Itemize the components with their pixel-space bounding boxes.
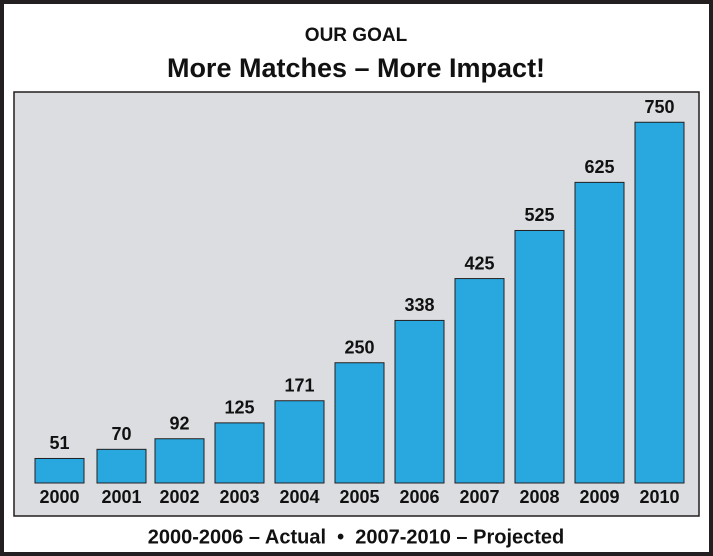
chart-subtitle: More Matches – More Impact! <box>167 53 545 83</box>
value-label: 750 <box>644 97 674 117</box>
bar <box>214 422 265 484</box>
bar <box>274 400 325 484</box>
chart-title: OUR GOAL <box>305 25 408 46</box>
x-tick-label: 2004 <box>279 487 319 507</box>
bar <box>574 181 625 484</box>
bar <box>96 448 147 484</box>
x-tick-label: 2006 <box>399 487 439 507</box>
bar <box>334 362 385 484</box>
value-label: 425 <box>464 253 494 273</box>
value-label: 171 <box>284 375 314 395</box>
caption: 2000-2006 – Actual • 2007-2010 – Project… <box>148 526 565 548</box>
value-label: 92 <box>169 413 189 433</box>
x-tick-label: 2003 <box>219 487 259 507</box>
bar <box>394 319 445 484</box>
value-label: 51 <box>49 433 69 453</box>
x-tick-label: 2008 <box>519 487 559 507</box>
value-label: 250 <box>344 338 374 358</box>
bar <box>34 457 85 484</box>
value-label: 338 <box>404 295 434 315</box>
x-tick-label: 2000 <box>39 487 79 507</box>
x-tick-label: 2005 <box>339 487 379 507</box>
x-tick-label: 2009 <box>579 487 619 507</box>
bar <box>154 438 205 484</box>
bar <box>514 229 565 484</box>
value-label: 625 <box>584 157 614 177</box>
value-label: 125 <box>224 398 254 418</box>
value-label: 70 <box>111 424 131 444</box>
value-label: 525 <box>524 205 554 225</box>
bar <box>634 121 685 484</box>
x-tick-label: 2007 <box>459 487 499 507</box>
x-tick-label: 2001 <box>101 487 141 507</box>
bar <box>454 278 505 484</box>
x-tick-label: 2010 <box>639 487 679 507</box>
x-tick-label: 2002 <box>159 487 199 507</box>
